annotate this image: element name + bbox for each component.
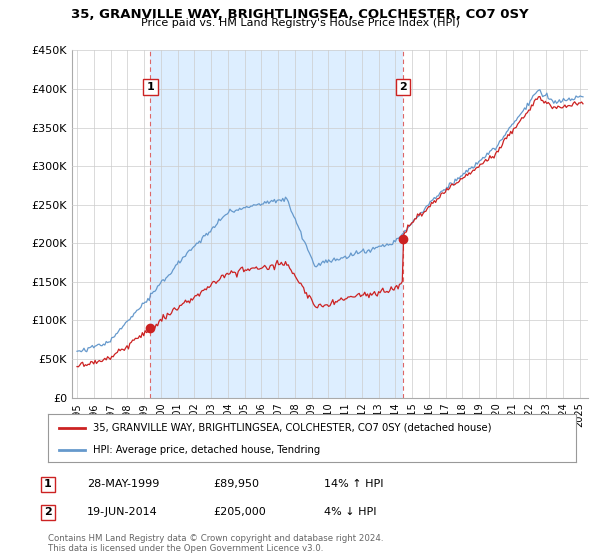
Text: £205,000: £205,000 (213, 507, 266, 517)
Text: 14% ↑ HPI: 14% ↑ HPI (324, 479, 383, 489)
Text: 35, GRANVILLE WAY, BRIGHTLINGSEA, COLCHESTER, CO7 0SY (detached house): 35, GRANVILLE WAY, BRIGHTLINGSEA, COLCHE… (93, 423, 491, 433)
Text: £89,950: £89,950 (213, 479, 259, 489)
Text: 2: 2 (44, 507, 52, 517)
Text: 2: 2 (399, 82, 407, 92)
Text: Contains HM Land Registry data © Crown copyright and database right 2024.
This d: Contains HM Land Registry data © Crown c… (48, 534, 383, 553)
Text: 1: 1 (44, 479, 52, 489)
Text: Price paid vs. HM Land Registry's House Price Index (HPI): Price paid vs. HM Land Registry's House … (140, 18, 460, 29)
Text: 1: 1 (146, 82, 154, 92)
Text: 19-JUN-2014: 19-JUN-2014 (87, 507, 158, 517)
Text: HPI: Average price, detached house, Tendring: HPI: Average price, detached house, Tend… (93, 445, 320, 455)
Text: 4% ↓ HPI: 4% ↓ HPI (324, 507, 377, 517)
Text: 28-MAY-1999: 28-MAY-1999 (87, 479, 160, 489)
Text: 35, GRANVILLE WAY, BRIGHTLINGSEA, COLCHESTER, CO7 0SY: 35, GRANVILLE WAY, BRIGHTLINGSEA, COLCHE… (71, 8, 529, 21)
Bar (151, 50, 403, 398)
